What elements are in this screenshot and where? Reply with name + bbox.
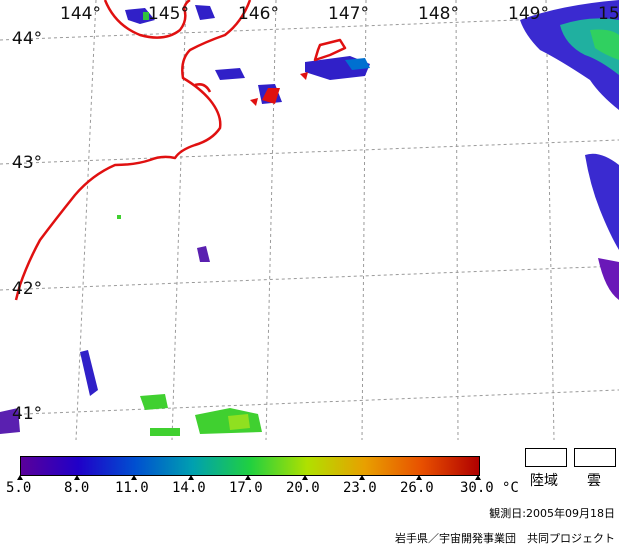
lon-label-145: 145°	[148, 4, 189, 24]
tick-mark	[188, 475, 194, 480]
lon-label-144: 144°	[60, 4, 101, 24]
sea-surface-temperature-map: 144° 145° 146° 147° 148° 149° 15 44° 43°…	[0, 0, 619, 440]
lon-label-147: 147°	[328, 4, 369, 24]
legend-tick-label: 23.0	[343, 480, 377, 496]
legend-tick-label: 14.0	[172, 480, 206, 496]
tick-mark	[416, 475, 422, 480]
latitude-labels: 44° 43° 42° 41°	[12, 29, 42, 424]
tick-mark	[302, 475, 308, 480]
legend-tick-label: 5.0	[6, 480, 32, 496]
lat-label-41: 41°	[12, 404, 42, 424]
lon-label-150: 15	[598, 4, 619, 24]
longitude-labels: 144° 145° 146° 147° 148° 149° 15	[60, 4, 619, 24]
legend-unit: °C	[502, 480, 519, 496]
legend-tick-label: 17.0	[229, 480, 263, 496]
legend-tick-label: 26.0	[400, 480, 434, 496]
land-legend-label: 陸域	[530, 473, 558, 489]
cloud-legend-label: 雲	[587, 473, 601, 489]
lat-label-44: 44°	[12, 29, 42, 49]
coastline	[14, 0, 347, 301]
graticule	[0, 0, 619, 440]
lat-label-42: 42°	[12, 279, 42, 299]
legend-tick-label: 11.0	[115, 480, 149, 496]
lat-label-43: 43°	[12, 153, 42, 173]
legend-tick-label: 8.0	[64, 480, 90, 496]
tick-mark	[17, 475, 23, 480]
land-legend-swatch	[525, 448, 567, 467]
lon-label-149: 149°	[508, 4, 549, 24]
tick-mark	[245, 475, 251, 480]
temperature-color-bar	[20, 456, 480, 476]
sst-data-patches	[0, 0, 619, 436]
tick-mark	[475, 475, 481, 480]
observation-date: 観測日:2005年09月18日	[489, 507, 615, 520]
lon-label-146: 146°	[238, 4, 279, 24]
legend-tick-label: 30.0	[460, 480, 494, 496]
credit-line: 岩手県／宇宙開発事業団 共同プロジェクト	[395, 532, 615, 545]
tick-mark	[74, 475, 80, 480]
tick-mark	[359, 475, 365, 480]
tick-mark	[131, 475, 137, 480]
lon-label-148: 148°	[418, 4, 459, 24]
legend-tick-label: 20.0	[286, 480, 320, 496]
cloud-legend-swatch	[574, 448, 616, 467]
